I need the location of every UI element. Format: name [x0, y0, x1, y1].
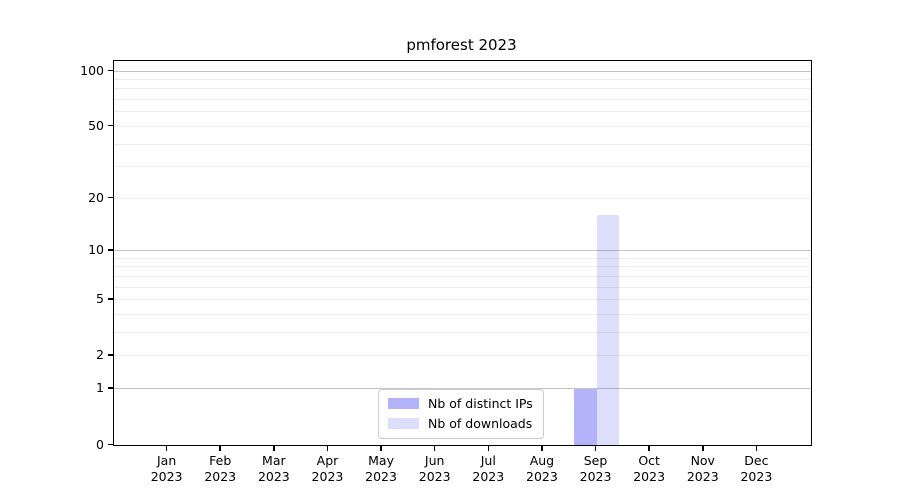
gridline-minor	[114, 266, 811, 268]
x-tick-label: Nov 2023	[686, 453, 719, 484]
gridline-minor	[114, 286, 811, 288]
y-tick-label: 50	[88, 117, 104, 133]
x-tick-mark	[648, 445, 650, 451]
gridline-minor	[114, 332, 811, 334]
gridline-minor	[114, 355, 811, 357]
x-tick-mark	[326, 445, 329, 451]
gridline-minor	[114, 78, 811, 80]
gridline-minor	[114, 99, 811, 101]
gridline-minor	[114, 299, 811, 301]
grid-layer	[114, 61, 811, 445]
gridline-minor	[114, 257, 811, 259]
x-tick-label: Apr 2023	[311, 453, 344, 484]
x-tick-mark	[433, 445, 436, 451]
gridline-minor	[114, 314, 811, 316]
x-tick-label: Sep 2023	[579, 453, 612, 484]
x-tick-label: Feb 2023	[204, 453, 237, 484]
gridline-major	[114, 250, 811, 252]
legend-item-downloads: Nb of downloads	[388, 416, 533, 431]
bar-sep-series0	[574, 388, 597, 445]
gridline-minor	[114, 143, 811, 145]
y-tick-label: 100	[80, 62, 104, 78]
x-tick-label: Dec 2023	[740, 453, 773, 484]
bar-sep-series1	[596, 215, 620, 445]
y-tick-label: 10	[88, 242, 104, 258]
x-tick-label: May 2023	[365, 453, 397, 484]
x-tick-mark	[273, 445, 275, 451]
plot-area	[113, 60, 812, 446]
x-tick-mark	[380, 445, 382, 451]
x-tick-mark	[487, 445, 490, 451]
y-tick-label: 0	[96, 436, 104, 452]
x-tick-mark	[755, 445, 758, 451]
x-tick-label: Jan 2023	[150, 453, 183, 484]
y-tick-label: 20	[88, 189, 104, 205]
y-tick-label: 2	[96, 347, 104, 363]
legend-label-distinct-ips: Nb of distinct IPs	[428, 396, 533, 411]
x-tick-label: Mar 2023	[257, 453, 290, 484]
gridline-minor	[114, 197, 811, 199]
legend-swatch-distinct-ips	[388, 398, 419, 409]
legend: Nb of distinct IPs Nb of downloads	[378, 389, 544, 439]
gridline-minor	[114, 111, 811, 113]
y-tick-label: 1	[96, 380, 104, 396]
x-tick-mark	[594, 445, 597, 451]
x-tick-mark	[219, 445, 221, 451]
x-tick-mark	[541, 445, 543, 451]
x-tick-mark	[165, 445, 168, 451]
gridline-minor	[114, 275, 811, 277]
legend-swatch-downloads	[388, 418, 419, 429]
x-tick-label: Jul 2023	[472, 453, 505, 484]
gridline-major	[114, 388, 811, 390]
gridline-minor	[114, 88, 811, 90]
x-tick-label: Aug 2023	[526, 453, 558, 484]
x-tick-label: Jun 2023	[418, 453, 451, 484]
legend-item-distinct-ips: Nb of distinct IPs	[388, 396, 533, 411]
gridline-minor	[114, 125, 811, 127]
x-tick-label: Oct 2023	[633, 453, 666, 484]
gridline-minor	[114, 166, 811, 168]
legend-label-downloads: Nb of downloads	[428, 416, 533, 431]
chart-title: pmforest 2023	[406, 36, 517, 54]
x-tick-mark	[702, 445, 704, 451]
bars-layer	[114, 61, 811, 445]
gridline-major	[114, 70, 811, 72]
y-tick-label: 5	[96, 291, 104, 307]
